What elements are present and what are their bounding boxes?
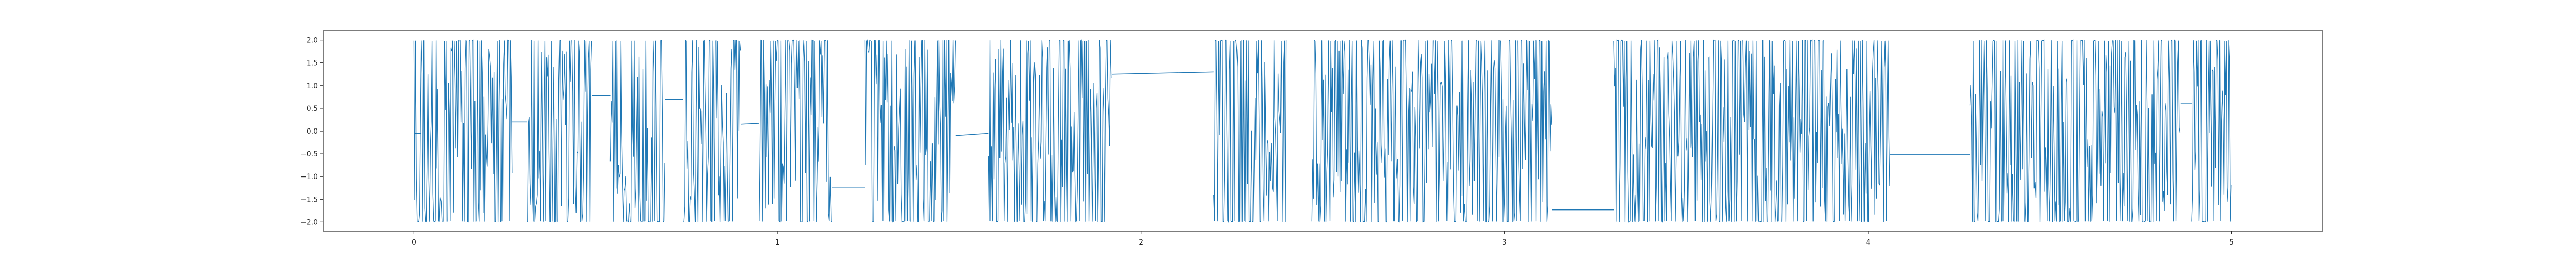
x-tick-label: 2 (1139, 238, 1143, 247)
x-tick-label: 0 (412, 238, 416, 247)
series-line-segment (1969, 39, 2181, 223)
series-line-segment (527, 40, 592, 223)
series-line-segment (759, 39, 832, 223)
y-tick-label: 0.5 (307, 105, 318, 113)
x-axis: 0 1 2 3 4 5 (412, 231, 2234, 247)
series-layer (413, 39, 2232, 223)
y-tick-label: 1.0 (307, 82, 318, 90)
series-line-segment (1213, 39, 1287, 223)
series-connector (1112, 71, 1214, 75)
x-tick-label: 1 (775, 238, 780, 247)
series-line-segment (864, 39, 956, 223)
series-connector (955, 133, 989, 136)
x-tick-label: 5 (2229, 238, 2234, 247)
y-tick-label: 2.0 (307, 37, 318, 45)
y-axis: 2.0 1.5 1.0 0.5 0.0 −0.5 −1.0 −1.5 −2.0 (300, 37, 323, 227)
series-line-segment (2191, 40, 2232, 223)
series-line-segment (1613, 39, 1890, 223)
y-tick-label: −1.5 (300, 196, 318, 204)
x-tick-label: 3 (1502, 238, 1507, 247)
x-tick-label: 4 (1866, 238, 1870, 247)
series-line-segment (1311, 39, 1552, 223)
y-tick-label: −0.5 (300, 150, 318, 158)
series-line-segment (683, 39, 741, 223)
y-tick-label: 1.5 (307, 59, 318, 68)
series-line-segment (413, 39, 513, 223)
y-tick-label: −1.0 (300, 173, 318, 181)
series-line-segment (609, 40, 665, 223)
series-connector (741, 123, 759, 125)
y-tick-label: −2.0 (300, 218, 318, 227)
series-line-segment (988, 39, 1112, 223)
y-tick-label: 0.0 (307, 127, 318, 136)
